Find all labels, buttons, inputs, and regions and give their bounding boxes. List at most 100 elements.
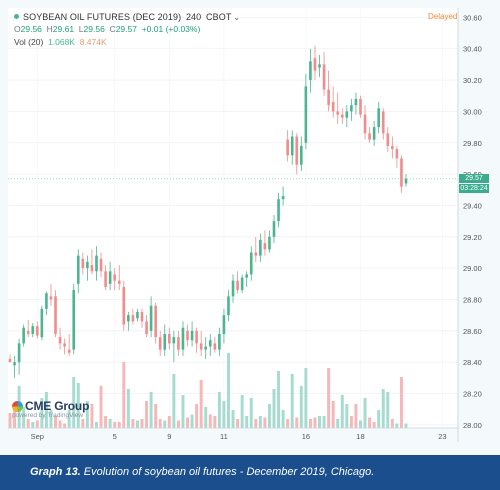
volume-bar [122,362,126,428]
candle-body [309,61,312,81]
interval-label[interactable]: 240 [185,12,202,22]
candle [227,290,230,322]
volume-bar [231,410,235,428]
candle [186,324,189,347]
candle [372,120,376,146]
volume-bar [249,398,253,428]
candle [400,155,403,193]
volume-bar [99,386,103,428]
market-status-icon [14,14,19,19]
candle [76,249,80,294]
volume-bar [377,410,381,428]
volume-bar [67,410,71,428]
candle [245,271,248,287]
candle-body [322,64,326,90]
candle-body [281,196,285,200]
candle [359,95,362,118]
candle [199,330,203,356]
volume-bar [395,423,399,428]
volume-bar [286,419,290,428]
candle-body [359,98,362,115]
time-tick-label: 9 [167,432,171,441]
candle-body [386,133,390,146]
volume-bar [195,404,199,428]
candle-body [354,98,358,106]
symbol-title[interactable]: SOYBEAN OIL FUTURES (DEC 2019) [23,12,182,22]
volume-bar [304,368,308,428]
chart-legend-title: SOYBEAN OIL FUTURES (DEC 2019) 240 CBOT ⌄ [14,12,240,22]
volume-bar [236,419,240,428]
candle-body [168,333,171,344]
candle-body [31,326,35,334]
candle-body [136,312,139,319]
chart-canvas: 30.6030.4030.2030.0029.8029.6029.4029.20… [8,8,482,442]
candle [172,330,176,363]
candle-body [158,337,162,350]
price-tick-label: 29.00 [463,264,482,273]
candle [304,73,308,150]
time-axis-labels: Sep 5 9 11 16 18 23 [31,432,447,441]
candle [177,330,180,356]
candle [168,327,171,350]
candle [149,296,153,338]
candle-body [186,330,189,341]
chevron-down-icon[interactable]: ⌄ [233,13,241,22]
candle [104,265,107,291]
candle [127,312,130,331]
price-tick-label: 29.80 [463,139,482,148]
candle [154,302,157,344]
volume-bar [295,417,299,428]
volume-bar [135,420,139,428]
candle [300,136,303,171]
price-tick-label: 30.40 [463,45,482,54]
candle [277,192,280,228]
volume-bar [181,395,185,428]
volume-bar [272,389,276,428]
candle-body [290,136,294,156]
candle [286,130,289,162]
candle-body [222,315,226,334]
candle [13,355,16,378]
candle-body [95,255,98,272]
volume-legend: Vol (20) 1.068K 8.474K [14,37,107,47]
caption-prefix: Graph 13. [30,466,81,478]
volume-bar [8,413,12,428]
candle [72,283,76,355]
candle [331,86,335,118]
candle-body [340,114,344,118]
candle-body [195,330,198,344]
candle [404,174,408,187]
volume-bar [227,353,230,428]
candle-body [277,199,280,222]
volume-bar [76,383,80,428]
volume-bar [13,410,17,428]
candle-body [149,305,153,331]
candle-body [377,108,380,128]
candle [363,105,367,140]
candle [190,321,194,347]
candle [222,308,226,344]
caption-text: Evolution of soybean oil futures - Decem… [80,466,375,478]
candle-body [181,327,185,350]
candle-body [368,133,371,140]
candle-body [268,236,271,250]
volume-bar [254,419,258,428]
candle-body [17,343,21,363]
candle-body [127,315,130,322]
candle-body [231,280,235,297]
candle [354,92,358,115]
candle [395,145,399,168]
candle [236,271,239,294]
candles [8,45,408,378]
candle [377,102,380,134]
volume-bar [372,422,376,428]
volume-bar [58,420,62,428]
volume-bar [40,398,44,428]
plot-background [8,8,458,428]
exchange-label[interactable]: CBOT [206,12,232,22]
volume-bar [345,404,349,428]
volume-label[interactable]: Vol (20) [14,37,44,47]
volume-bar [49,410,53,428]
candle [40,305,44,341]
candle-body [45,293,48,309]
